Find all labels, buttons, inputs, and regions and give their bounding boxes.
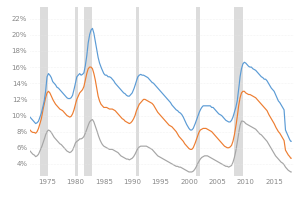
Bar [40,7,48,176]
Bar [196,7,200,176]
Bar [136,7,139,176]
Legend: Black or African American, Hispanic or Latino, White: Black or African American, Hispanic or L… [70,218,254,220]
Bar [75,7,78,176]
Bar [234,7,243,176]
Bar [84,7,92,176]
